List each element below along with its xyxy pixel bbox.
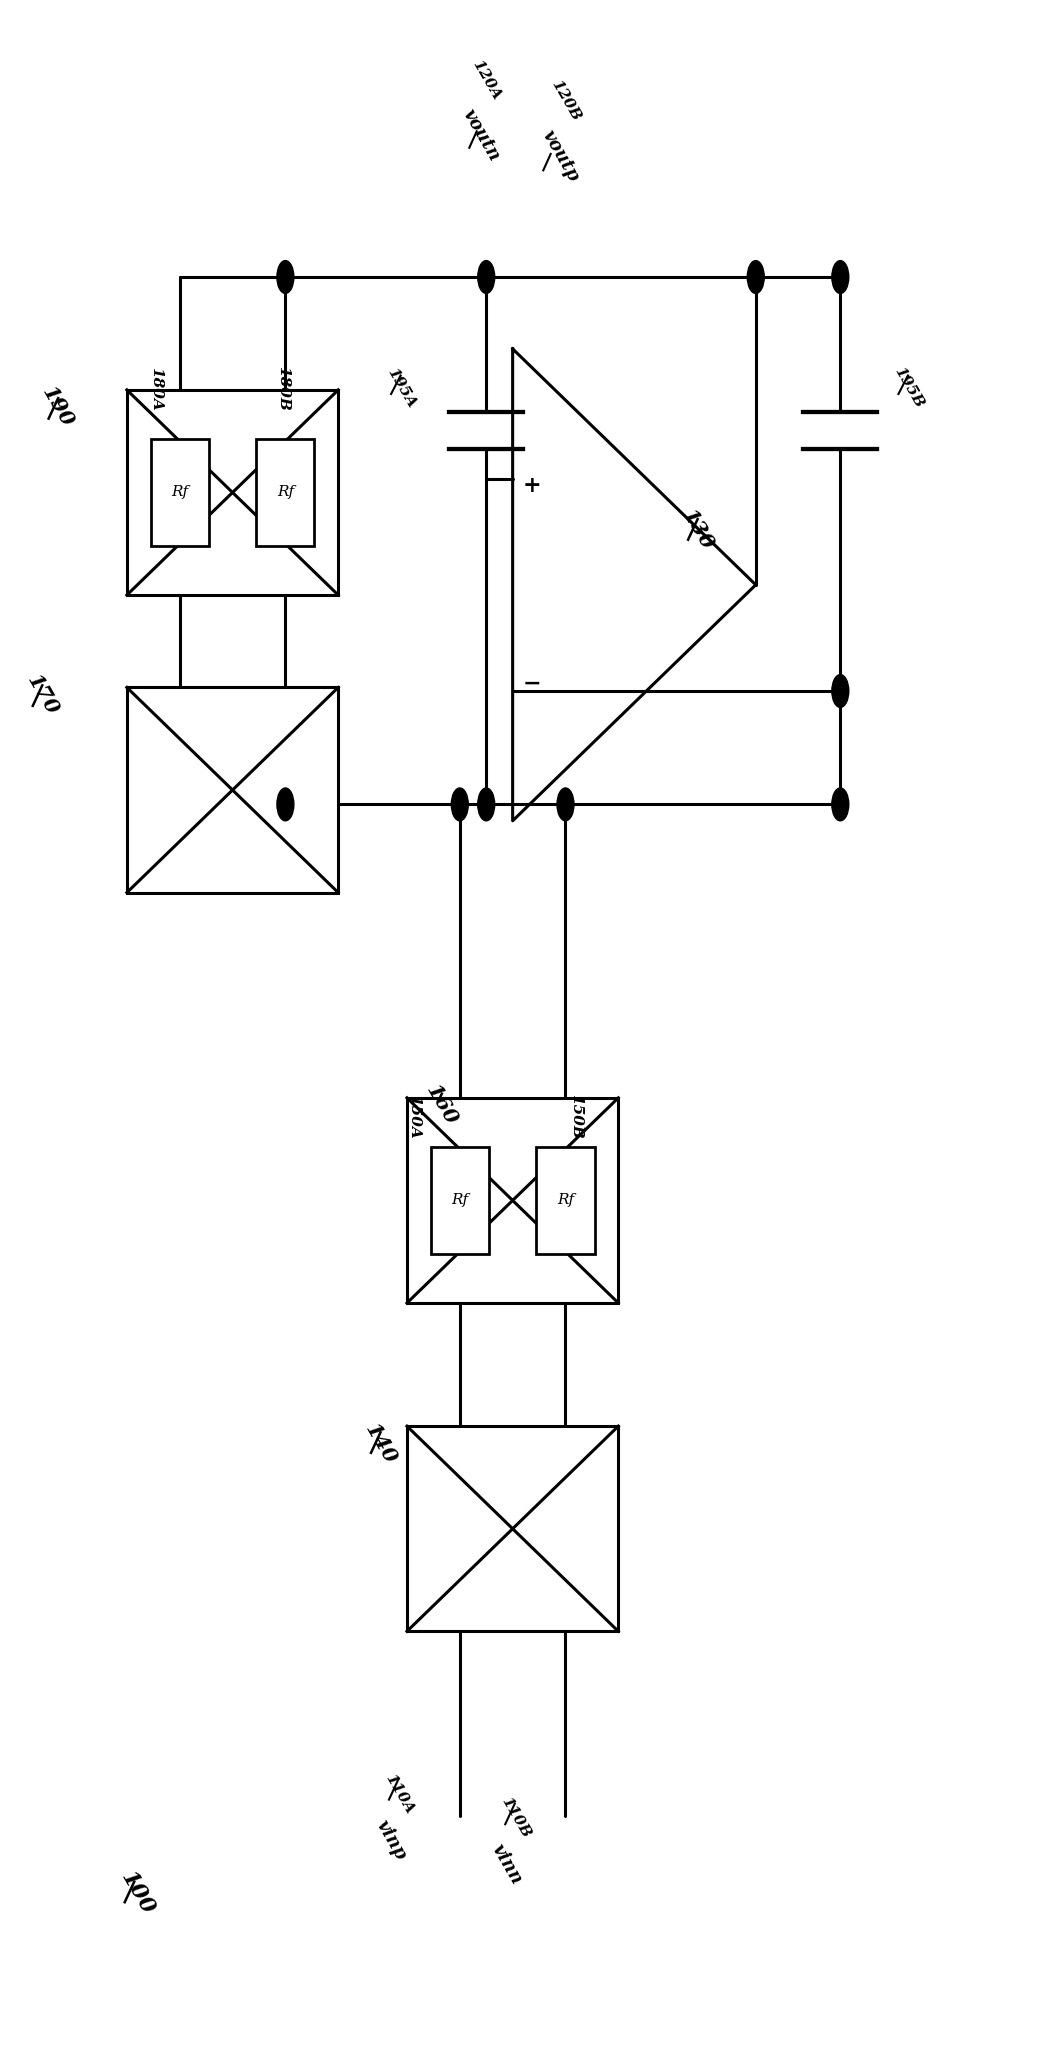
Text: 195B: 195B	[892, 365, 926, 410]
Text: Rf: Rf	[171, 486, 188, 499]
Circle shape	[557, 788, 574, 821]
Text: Rf: Rf	[277, 486, 294, 499]
Text: Rf: Rf	[451, 1194, 468, 1207]
Text: voutn: voutn	[459, 107, 503, 164]
Bar	[257, 439, 315, 546]
Text: 170: 170	[23, 671, 61, 718]
Text: 160: 160	[423, 1081, 461, 1129]
Text: 150B: 150B	[569, 1094, 583, 1139]
Text: 190: 190	[39, 384, 77, 431]
Bar	[150, 439, 208, 546]
Text: 180A: 180A	[149, 367, 164, 410]
Text: 195A: 195A	[385, 365, 419, 410]
Text: vinn: vinn	[488, 1841, 526, 1888]
Text: 110A: 110A	[383, 1771, 416, 1816]
Bar	[407, 1098, 618, 1303]
Circle shape	[478, 261, 495, 293]
Text: 120A: 120A	[469, 57, 503, 103]
Text: voutp: voutp	[538, 127, 582, 185]
Text: 140: 140	[361, 1420, 400, 1467]
Circle shape	[277, 788, 294, 821]
Bar	[407, 1426, 618, 1631]
Text: 150A: 150A	[407, 1096, 422, 1139]
Circle shape	[451, 788, 468, 821]
Bar	[127, 687, 338, 893]
Text: 130: 130	[679, 507, 717, 554]
Text: +: +	[522, 474, 541, 497]
Bar	[431, 1147, 488, 1254]
Circle shape	[832, 261, 849, 293]
Text: 120B: 120B	[549, 78, 582, 123]
Text: Rf: Rf	[557, 1194, 574, 1207]
Circle shape	[832, 675, 849, 708]
Bar	[537, 1147, 595, 1254]
Circle shape	[478, 788, 495, 821]
Text: −: −	[522, 673, 541, 696]
Text: vinp: vinp	[372, 1816, 410, 1863]
Circle shape	[747, 261, 764, 293]
Circle shape	[832, 788, 849, 821]
Text: 110B: 110B	[499, 1796, 533, 1841]
Circle shape	[277, 261, 294, 293]
Bar	[127, 390, 338, 595]
Text: 180B: 180B	[276, 365, 291, 410]
Text: 100: 100	[116, 1867, 159, 1919]
